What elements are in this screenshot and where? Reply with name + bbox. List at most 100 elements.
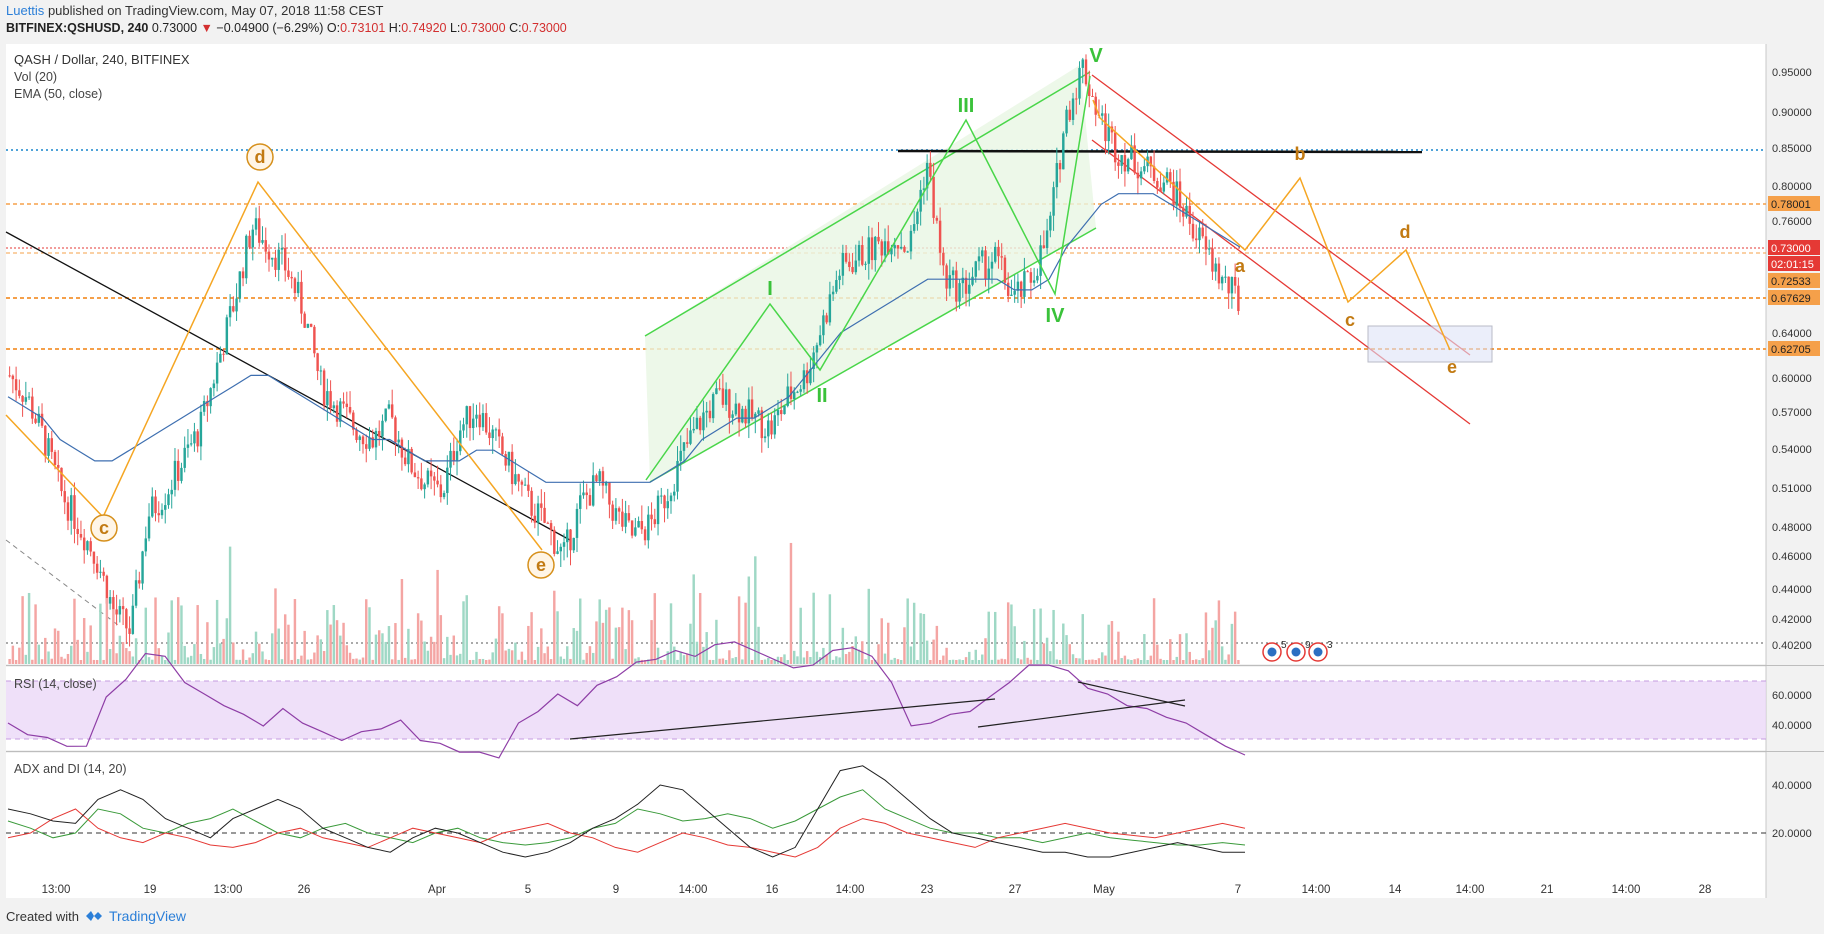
time-axis[interactable]: 13:00 19 13:00 26 Apr 5 9 14:00 16 14:00 23 27 May 7 1…: [42, 884, 1712, 896]
candle-body: [494, 429, 498, 431]
orange-wave-label: a: [1235, 256, 1246, 276]
volume-bar: [835, 656, 838, 664]
volume-bar: [851, 646, 854, 664]
volume-bar: [1130, 660, 1133, 664]
volume-bar: [115, 653, 118, 664]
time-tick: 13:00: [214, 884, 243, 896]
volume-bar: [676, 659, 679, 664]
candle-body: [1159, 187, 1162, 192]
price-tag-level: 0.72533: [1768, 273, 1820, 288]
candle-body: [689, 430, 692, 444]
volume-bar: [452, 635, 456, 664]
volume-bar: [316, 635, 319, 664]
candle-body: [1052, 187, 1055, 216]
volume-bar: [510, 650, 514, 664]
candle-body: [1010, 294, 1013, 296]
volume-bar: [501, 613, 504, 664]
volume-bar: [870, 659, 874, 664]
volume-bar: [679, 652, 682, 664]
candle-body: [1036, 275, 1039, 281]
volume-bar: [416, 613, 420, 664]
price-axis[interactable]: 0.950000.900000.850000.800000.760000.700…: [1772, 67, 1812, 652]
event-badges[interactable]: 5 9 3: [1262, 640, 1333, 662]
svg-text:02:01:15: 02:01:15: [1771, 259, 1814, 271]
price-tag-level: 0.62705: [1768, 341, 1820, 356]
volume-bar: [345, 645, 349, 664]
volume-bar: [1117, 631, 1120, 664]
event-badge[interactable]: 9: [1286, 640, 1311, 662]
candle-body: [744, 408, 747, 424]
volume-bar: [147, 657, 151, 664]
candle-body: [1003, 257, 1007, 283]
volume-bar: [984, 638, 987, 664]
candle-body: [484, 413, 488, 433]
volume-bar: [1198, 659, 1201, 664]
event-badge[interactable]: 5: [1262, 640, 1287, 662]
volume-bar: [481, 658, 485, 664]
candle-body: [1130, 145, 1133, 160]
volume-bar: [160, 655, 164, 664]
volume-bar: [407, 628, 410, 664]
candle-body: [180, 467, 183, 481]
volume-bar: [491, 652, 494, 664]
candle-body: [922, 188, 926, 190]
candle-body: [598, 471, 601, 482]
candle-body: [1075, 98, 1078, 100]
candle-body: [572, 537, 575, 551]
volume-bar: [867, 588, 870, 664]
candle-body: [767, 420, 770, 437]
candle-body: [887, 241, 890, 255]
volume-bar: [102, 659, 105, 664]
candle-body: [436, 480, 439, 485]
candle-body: [974, 261, 977, 277]
volume-bar: [99, 603, 102, 664]
adx-legend: ADX and DI (14, 20): [14, 762, 127, 776]
candle-body: [280, 247, 284, 250]
volume-bar: [994, 611, 997, 664]
volume-bar: [682, 655, 686, 664]
candle-body: [1107, 126, 1110, 142]
candle-body: [1185, 205, 1188, 217]
volume-bar: [494, 638, 498, 664]
volume-bar: [141, 659, 144, 664]
volume-bar: [909, 646, 913, 664]
candle-body: [258, 218, 261, 243]
volume-bar: [245, 659, 248, 664]
tradingview-link[interactable]: TradingView: [108, 908, 187, 924]
publisher-name[interactable]: Luettis: [6, 3, 45, 18]
footer: Created with TradingView: [6, 908, 186, 924]
price-tick: 0.46000: [1772, 551, 1812, 563]
volume-bar: [1139, 660, 1143, 664]
volume-bar: [844, 654, 848, 664]
candle-body: [277, 249, 280, 270]
orange-wave-label: e: [1447, 357, 1457, 377]
volume-bar: [1172, 659, 1175, 664]
candle-body: [92, 551, 96, 564]
candle-body: [186, 444, 190, 448]
volume-bar: [462, 601, 465, 664]
volume-bar: [789, 542, 793, 664]
volume-bar: [1143, 634, 1146, 664]
candle-body: [1117, 162, 1120, 166]
event-badge[interactable]: 3: [1308, 640, 1333, 662]
green-wave-path: [645, 75, 1091, 481]
candle-body: [309, 323, 313, 327]
main-pane[interactable]: [6, 44, 1766, 664]
red-channel-lower: [1091, 139, 1471, 425]
close-label: C:: [509, 21, 522, 35]
volume-bar: [767, 657, 770, 664]
volume-bar: [1169, 639, 1172, 664]
volume-bar: [815, 651, 819, 664]
time-tick: May: [1093, 884, 1115, 896]
adx-pane[interactable]: [6, 753, 1766, 898]
candle-body: [1198, 227, 1201, 241]
candle-body: [925, 162, 929, 189]
candle-body: [874, 236, 877, 261]
candle-body: [553, 529, 556, 554]
candle-body: [848, 261, 851, 268]
candle-body: [1032, 280, 1036, 283]
candle-body: [348, 407, 352, 413]
candle-body: [575, 508, 579, 538]
candle-body: [916, 211, 919, 225]
